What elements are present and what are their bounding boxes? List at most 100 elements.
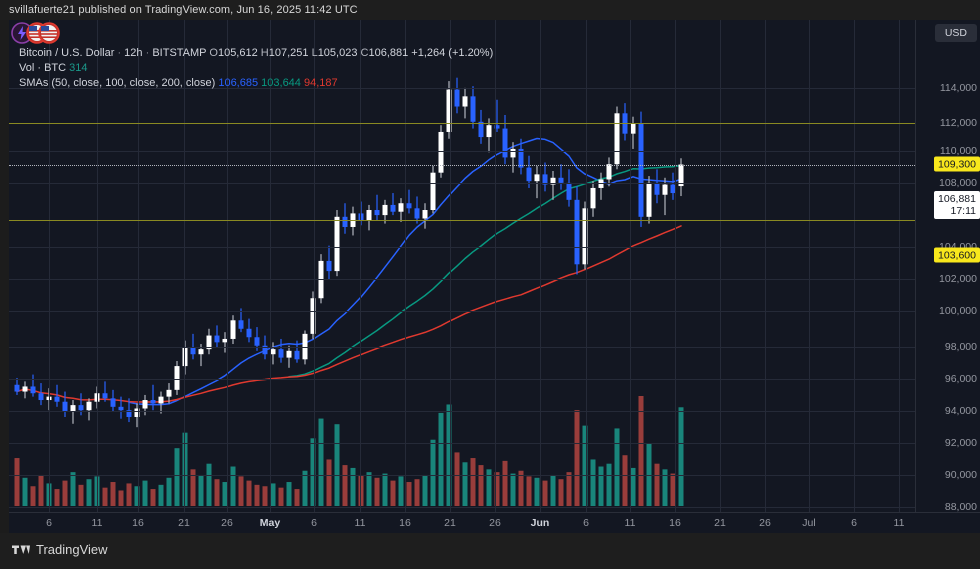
time-gridline — [630, 20, 631, 512]
pane-more-options-icon[interactable]: ... — [19, 509, 32, 512]
candle-body — [38, 393, 44, 401]
price-scale[interactable]: USD 114,000112,000110,000108,000104,0001… — [915, 20, 980, 513]
price-tick-label: 98,000 — [944, 341, 977, 353]
last-price-tag[interactable]: 106,881 17:11 — [934, 191, 980, 219]
time-tick-label: 21 — [178, 517, 190, 529]
legend-sep-2: · — [145, 47, 150, 59]
candle-body — [582, 208, 588, 265]
volume-bar — [566, 472, 572, 506]
legend-sep-1: · — [117, 47, 122, 59]
candle-body — [286, 350, 292, 358]
legend-ohlc-row: Bitcoin / U.S. Dollar · 12h · BITSTAMP O… — [19, 46, 493, 61]
sma-200-line — [16, 225, 682, 403]
branding-bar: TradingView — [0, 533, 980, 569]
price-tick-label: 96,000 — [944, 373, 977, 385]
candle-body — [526, 167, 532, 182]
time-tick-label: Jul — [802, 517, 816, 529]
volume-bar — [614, 428, 620, 506]
price-level-line[interactable] — [9, 123, 915, 124]
time-tick-label: Jun — [530, 517, 550, 529]
volume-bar — [486, 469, 492, 506]
volume-bar — [382, 473, 388, 506]
price-level-line[interactable] — [9, 220, 915, 221]
last-price-value: 106,881 — [938, 192, 976, 205]
legend-interval[interactable]: 12h — [124, 47, 143, 59]
volume-bar — [86, 479, 92, 506]
volume-bar — [470, 458, 476, 506]
legend-symbol[interactable]: Bitcoin / U.S. Dollar — [19, 47, 115, 59]
volume-bar — [174, 448, 180, 506]
volume-bar — [38, 474, 44, 506]
volume-bar — [302, 470, 308, 506]
candle-body — [630, 123, 636, 134]
currency-badge[interactable]: USD — [934, 24, 977, 42]
candle-body — [510, 148, 516, 158]
volume-bar — [454, 452, 460, 506]
candle-body — [414, 208, 420, 219]
volume-bar — [590, 459, 596, 506]
time-tick-label: 11 — [893, 517, 905, 529]
candle-body — [254, 337, 260, 346]
time-gridline — [270, 20, 271, 512]
volume-bar — [294, 489, 300, 506]
candle-body — [246, 328, 252, 338]
time-gridline — [540, 20, 541, 512]
volume-bar — [326, 459, 332, 506]
candle-body — [422, 210, 428, 219]
volume-bar — [662, 469, 668, 506]
price-gridline — [9, 507, 915, 508]
candle-body — [230, 320, 236, 339]
price-tick-label: 110,000 — [939, 145, 977, 157]
time-gridline — [314, 20, 315, 512]
time-tick-label: 21 — [714, 517, 726, 529]
legend-exchange[interactable]: BITSTAMP — [152, 47, 207, 59]
volume-bar — [670, 473, 676, 506]
volume-bar — [78, 484, 84, 506]
candle-body — [462, 96, 468, 107]
volume-bar — [318, 418, 324, 506]
volume-bar — [238, 476, 244, 506]
candle-body — [102, 393, 108, 399]
candle-body — [158, 396, 164, 404]
candle-body — [14, 384, 20, 392]
volume-bar — [574, 410, 580, 506]
time-gridline — [720, 20, 721, 512]
time-gridline — [765, 20, 766, 512]
volume-bar — [542, 480, 548, 506]
volume-bar — [358, 474, 364, 506]
candle-body — [454, 89, 460, 107]
time-tick-label: 6 — [583, 517, 589, 529]
price-gridline — [9, 443, 915, 444]
legend-sma100-value: 103,644 — [261, 77, 301, 89]
volume-bar — [142, 480, 148, 506]
legend-sma-title[interactable]: SMAs (50, close, 100, close, 200, close) — [19, 77, 216, 89]
candle-body — [86, 401, 92, 411]
price-tick-label: 100,000 — [939, 305, 977, 317]
time-tick-label: 26 — [221, 517, 233, 529]
candle-body — [478, 121, 484, 138]
candle-body — [494, 125, 500, 129]
volume-bar — [206, 463, 212, 506]
candle-body — [606, 164, 612, 180]
volume-bar — [582, 425, 588, 506]
time-tick-label: 16 — [132, 517, 144, 529]
legend-low-value: 105,023 — [317, 47, 358, 59]
volume-bar — [390, 480, 396, 506]
time-tick-label: 11 — [624, 517, 636, 529]
volume-bar — [102, 487, 108, 506]
time-gridline — [49, 20, 50, 512]
volume-bar — [190, 469, 196, 506]
support-price-tag[interactable]: 103,600 — [934, 247, 980, 263]
candle-body — [270, 349, 276, 355]
legend-volume-title[interactable]: Vol · BTC — [19, 62, 67, 74]
volume-bar — [398, 476, 404, 506]
economic-event-badges[interactable] — [9, 20, 61, 46]
volume-bar — [182, 432, 188, 506]
time-gridline — [405, 20, 406, 512]
candle-body — [502, 128, 508, 158]
tradingview-logo-icon — [12, 545, 30, 554]
chart-plot-area[interactable]: Bitcoin / U.S. Dollar · 12h · BITSTAMP O… — [9, 20, 915, 512]
resistance-price-tag[interactable]: 109,300 — [934, 156, 980, 172]
time-scale[interactable]: 6 11 16 21 26 May 6 11 16 21 26 Jun 6 11 16 21 26 Jul 6 11 — [9, 512, 980, 534]
